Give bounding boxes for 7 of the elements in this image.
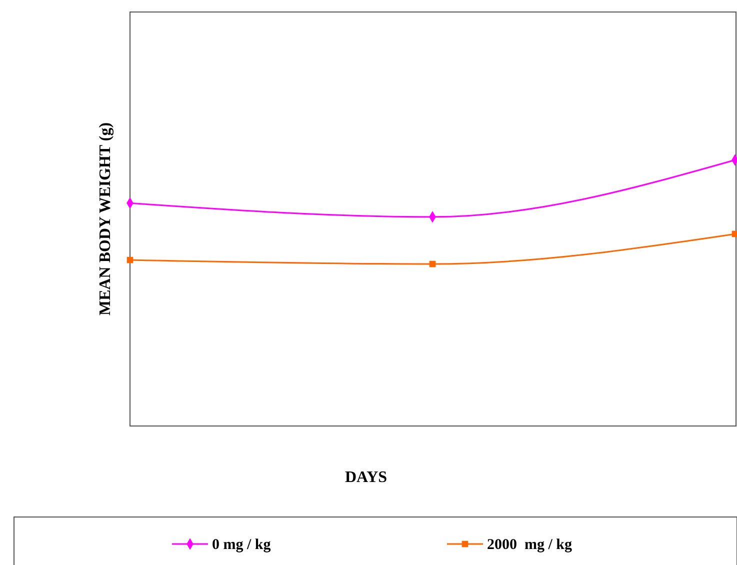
point — [732, 230, 737, 238]
legend-label: 2000 mg / kg — [487, 537, 573, 553]
point — [126, 256, 134, 264]
x-axis-title: DAYS — [344, 469, 388, 486]
point — [429, 260, 436, 268]
y-axis-title: MEAN BODY WEIGHT (g) — [97, 122, 114, 316]
legend-label: 0 mg / kg — [212, 537, 272, 553]
